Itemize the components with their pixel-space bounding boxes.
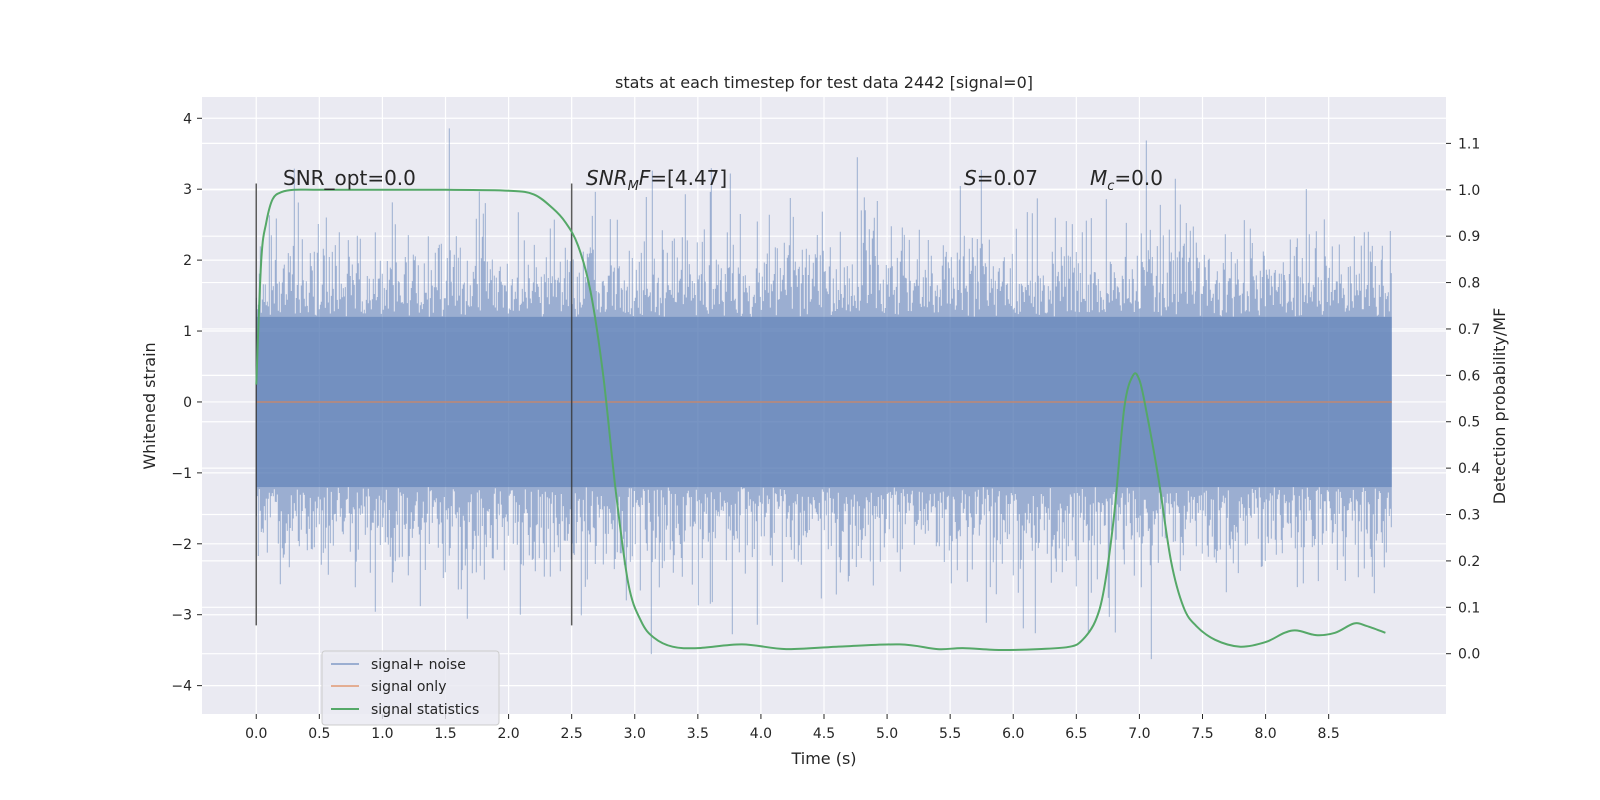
- x-tick-label: 3.0: [624, 726, 646, 742]
- x-axis-label: Time (s): [790, 749, 856, 768]
- axes-layer: 0.0 0.5 1.0 1.5 2.0 2.5 3.0 3.5 4.0 4.5 5.0 5.5 6.0 6…: [171, 111, 1480, 742]
- x-tick-label: 6.0: [1002, 726, 1024, 742]
- x-tick-label: 1.5: [434, 726, 456, 742]
- y-tick-label: −3: [171, 608, 192, 624]
- x-tick-label: 7.5: [1191, 726, 1213, 742]
- y2-tick-label: 0.4: [1458, 461, 1480, 477]
- annotation-snr-mf-rest: F: [639, 166, 651, 190]
- x-tick-label: 2.5: [561, 726, 583, 742]
- annotation-mc-var: M: [1090, 166, 1107, 190]
- y2-tick-label: 0.1: [1458, 600, 1480, 616]
- annotation-s-var: S: [964, 166, 977, 190]
- y-tick-label: 2: [183, 253, 192, 269]
- annotation-mc-value: =0.0: [1114, 166, 1163, 190]
- x-tick-label: 8.5: [1318, 726, 1340, 742]
- y-axis-label: Whitened strain: [140, 342, 159, 469]
- annotation-mc: Mc=0.0: [1090, 166, 1163, 194]
- y2-tick-label: 0.5: [1458, 415, 1480, 431]
- x-tick-label: 3.5: [687, 726, 709, 742]
- x-tick-label: 4.0: [750, 726, 772, 742]
- legend-label-signal-statistics: signal statistics: [371, 702, 479, 718]
- y2-tick-label: 0.8: [1458, 276, 1480, 292]
- signal-statistics-series: [255, 188, 1386, 652]
- annotation-snr-opt: SNR_opt=0.0: [283, 166, 416, 190]
- x-tick-label: 6.5: [1065, 726, 1087, 742]
- x-tick-label: 7.0: [1128, 726, 1150, 742]
- y2-tick-label: 0.0: [1458, 647, 1480, 663]
- chart-title: stats at each timestep for test data 244…: [615, 73, 1033, 92]
- x-tick-label: 0.0: [245, 726, 267, 742]
- x-tick-label: 5.5: [939, 726, 961, 742]
- signal-statistics-line: [255, 188, 1386, 652]
- annotation-snr-mf-value: =[4.47]: [650, 166, 727, 190]
- x-tick-label: 2.0: [497, 726, 519, 742]
- y-tick-label: −2: [171, 537, 192, 553]
- y2-tick-label: 0.3: [1458, 508, 1480, 524]
- y-tick-label: 4: [183, 111, 192, 127]
- annotation-snr-mf-main: SNR: [586, 166, 628, 190]
- annotation-snr-mf: SNRMF=[4.47]: [586, 166, 727, 194]
- legend: signal+ noise signal only signal statist…: [321, 650, 500, 726]
- legend-box: [321, 650, 500, 726]
- y2-tick-label: 0.6: [1458, 368, 1480, 384]
- y-tick-label: −4: [171, 679, 192, 695]
- legend-label-signal-only: signal only: [371, 679, 446, 695]
- x-tick-label: 8.0: [1254, 726, 1276, 742]
- y2-tick-label: 0.2: [1458, 554, 1480, 570]
- y-tick-label: −1: [171, 466, 192, 482]
- y-tick-label: 0: [183, 395, 192, 411]
- y2-tick-label: 0.9: [1458, 229, 1480, 245]
- y2-tick-label: 1.0: [1458, 183, 1480, 199]
- y2-axis-label: Detection probability/MF: [1490, 308, 1509, 505]
- y-tick-label: 1: [183, 324, 192, 340]
- y2-tick-label: 1.1: [1458, 136, 1480, 152]
- x-tick-label: 4.5: [813, 726, 835, 742]
- annotation-s-value: =0.07: [977, 166, 1038, 190]
- x-tick-label: 0.5: [308, 726, 330, 742]
- x-tick-label: 5.0: [876, 726, 898, 742]
- annotation-s: S=0.07: [964, 166, 1038, 190]
- vertical-markers: [255, 183, 573, 626]
- legend-label-signal-noise: signal+ noise: [371, 657, 466, 673]
- y-tick-label: 3: [183, 182, 192, 198]
- y2-tick-label: 0.7: [1458, 322, 1480, 338]
- x-tick-label: 1.0: [371, 726, 393, 742]
- annotation-mc-sub: c: [1107, 179, 1114, 194]
- annotation-snr-mf-sub: M: [628, 179, 639, 194]
